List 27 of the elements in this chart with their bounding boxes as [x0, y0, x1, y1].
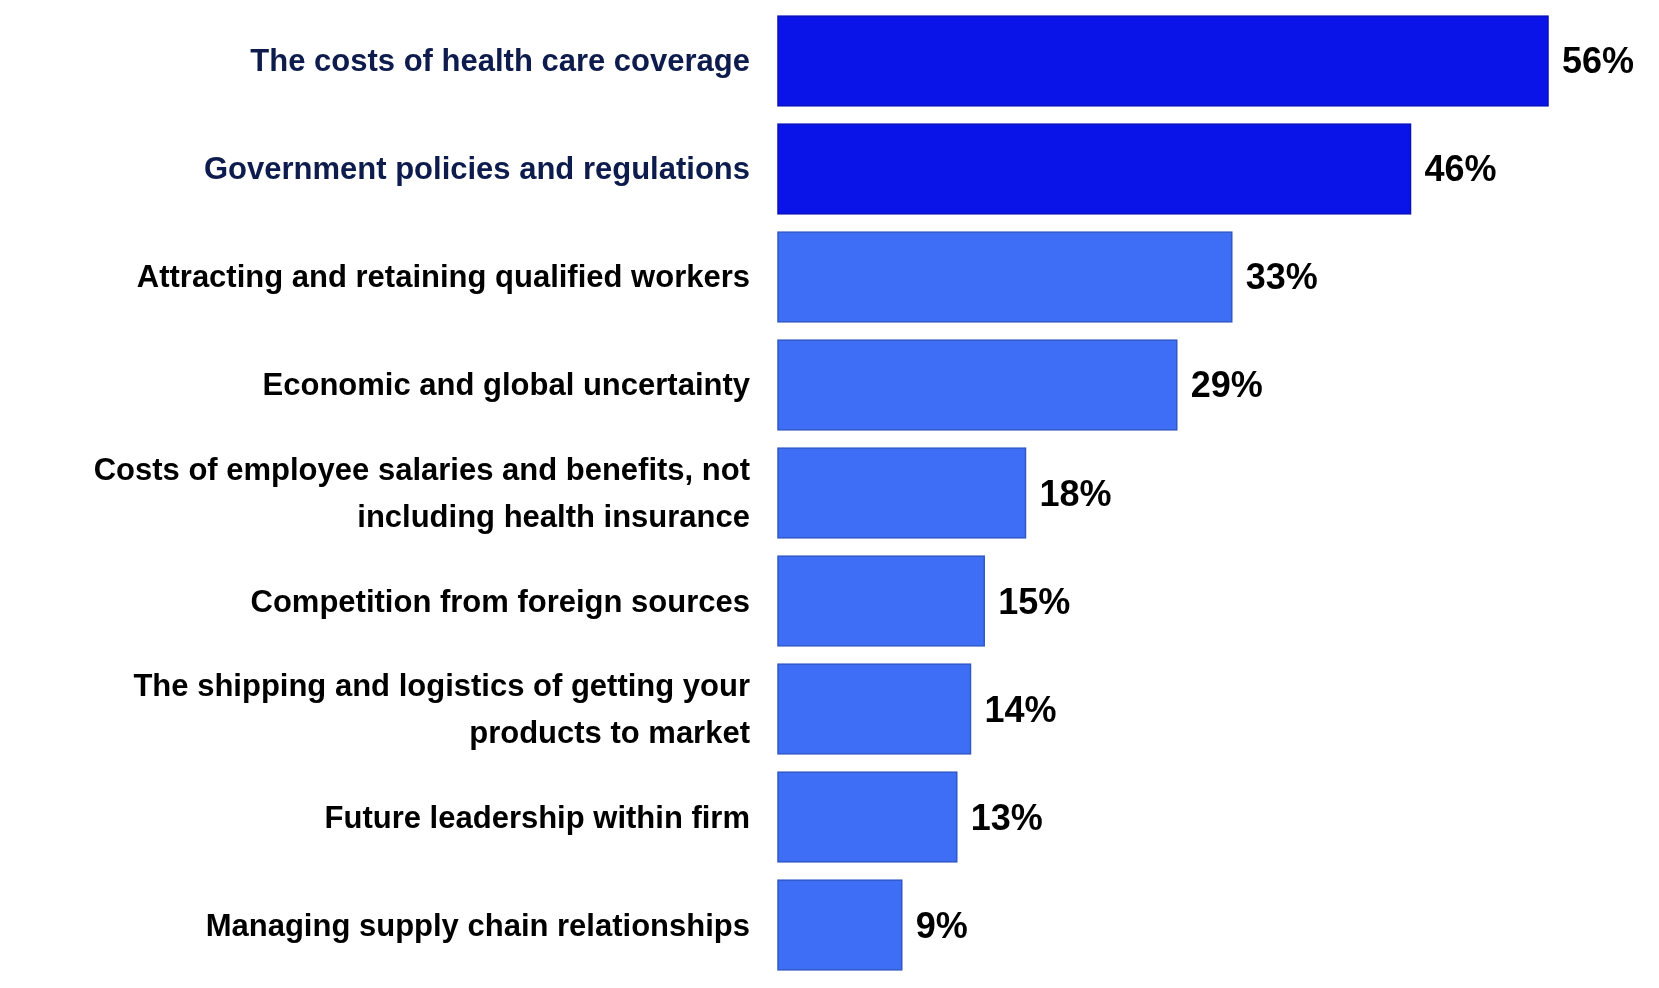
bar [777, 447, 1027, 539]
data-label: 9% [915, 904, 968, 946]
bar [777, 555, 985, 647]
y-tick-label: Competition from foreign sources [250, 583, 750, 619]
y-tick-label: Managing supply chain relationships [205, 907, 750, 943]
y-tick-label: Economic and global uncertainty [262, 367, 751, 403]
y-tick-label: The shipping and logistics of getting your products to market [133, 668, 750, 750]
data-label: 15% [998, 580, 1071, 622]
bar [777, 339, 1178, 431]
y-tick-label: The costs of health care coverage [250, 43, 750, 79]
bar [777, 663, 972, 755]
y-tick-label: Government policies and regulations [203, 151, 750, 187]
bar [777, 879, 903, 971]
bar [777, 771, 958, 863]
data-label: 13% [970, 796, 1043, 838]
data-label: 46% [1424, 148, 1497, 190]
data-label: 14% [984, 688, 1057, 730]
data-label: 18% [1039, 472, 1112, 514]
bar [777, 231, 1233, 323]
data-label: 56% [1562, 40, 1635, 82]
y-tick-label: Attracting and retaining qualified workers [136, 259, 750, 295]
data-label: 33% [1245, 256, 1318, 298]
y-tick-label: Costs of employee salaries and benefits, not including health insurance [93, 452, 750, 534]
bar [777, 123, 1412, 215]
bar [777, 15, 1549, 107]
data-label: 29% [1190, 364, 1263, 406]
y-tick-label: Future leadership within firm [324, 799, 750, 835]
